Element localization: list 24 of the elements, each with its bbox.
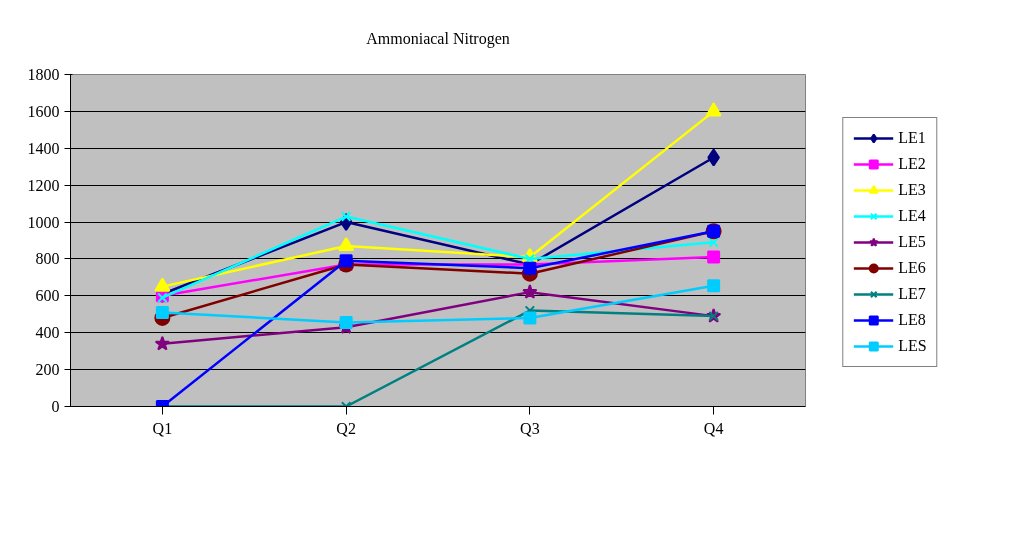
- y-tick-label: 800: [35, 250, 60, 268]
- x-tick-label: Q1: [152, 419, 173, 437]
- legend-label: LE8: [898, 311, 926, 329]
- x-tick-label: Q2: [336, 419, 356, 437]
- legend-label: LE5: [898, 233, 926, 251]
- y-tick-label: 1800: [27, 66, 60, 83]
- legend-label: LE1: [898, 129, 926, 147]
- y-tick-label: 1000: [27, 213, 60, 231]
- y-tick-label: 1600: [27, 102, 60, 120]
- legend-label: LE6: [898, 259, 926, 277]
- y-tick-label: 200: [35, 361, 60, 379]
- legend-label: LE7: [898, 285, 926, 303]
- y-tick-label: 1400: [27, 139, 60, 157]
- y-tick-label: 600: [35, 287, 60, 305]
- legend-label: LES: [898, 337, 927, 355]
- legend-label: LE2: [898, 155, 926, 173]
- x-tick-label: Q4: [703, 419, 724, 437]
- x-tick-label: Q3: [520, 419, 540, 437]
- chart-title: Ammoniacal Nitrogen: [366, 30, 510, 48]
- y-tick-label: 0: [51, 398, 60, 415]
- y-tick-label: 400: [35, 324, 60, 342]
- legend-label: LE3: [898, 181, 926, 199]
- y-tick-label: 1200: [27, 176, 60, 194]
- legend-label: LE4: [898, 207, 926, 225]
